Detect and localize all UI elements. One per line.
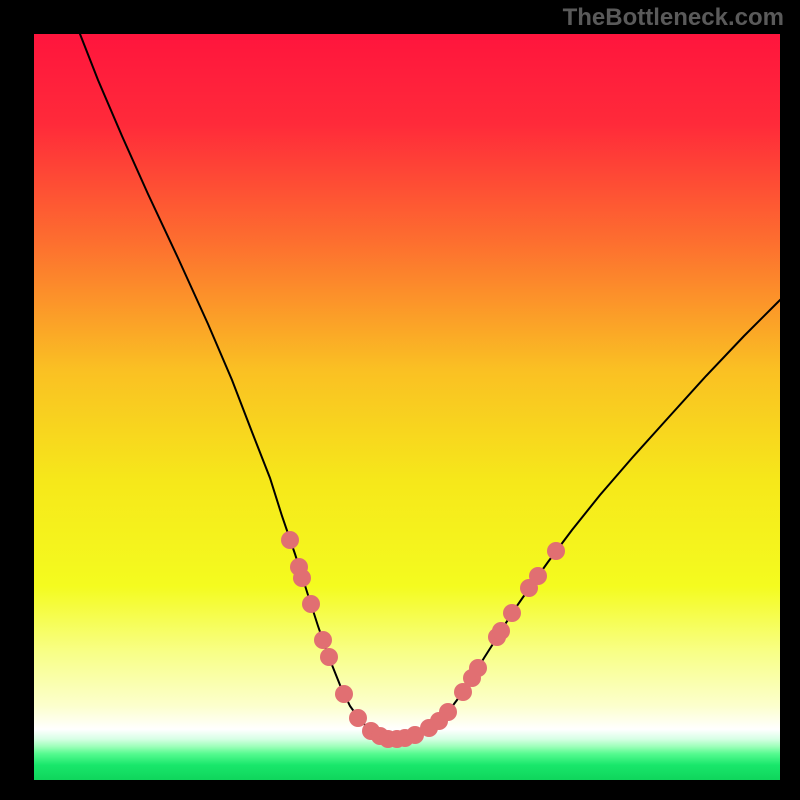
- data-marker: [293, 569, 311, 587]
- watermark: TheBottleneck.com: [563, 4, 784, 32]
- data-marker: [349, 709, 367, 727]
- chart-stage: TheBottleneck.com: [0, 0, 800, 800]
- chart-svg: [0, 0, 800, 800]
- data-marker: [492, 622, 510, 640]
- data-marker: [281, 531, 299, 549]
- data-marker: [503, 604, 521, 622]
- gradient-background: [34, 34, 780, 780]
- data-marker: [439, 703, 457, 721]
- data-marker: [320, 648, 338, 666]
- data-marker: [335, 685, 353, 703]
- data-marker: [547, 542, 565, 560]
- data-marker: [469, 659, 487, 677]
- data-marker: [314, 631, 332, 649]
- data-marker: [529, 567, 547, 585]
- data-marker: [302, 595, 320, 613]
